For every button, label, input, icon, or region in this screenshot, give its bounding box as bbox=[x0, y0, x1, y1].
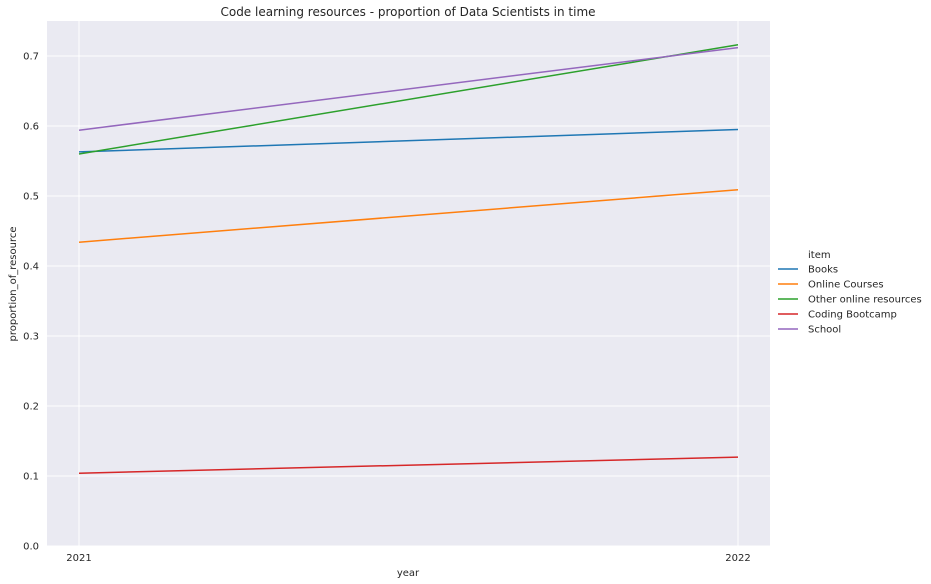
x-tick-label: 2021 bbox=[66, 553, 91, 564]
grid-lines bbox=[47, 21, 770, 547]
series-line-school bbox=[78, 46, 739, 131]
plot-background bbox=[47, 21, 770, 546]
legend-label: Coding Bootcamp bbox=[808, 310, 897, 321]
y-tick-labels: 0.0 0.1 0.2 0.3 0.4 0.5 0.6 0.7 bbox=[23, 52, 39, 553]
y-tick-label: 0.1 bbox=[23, 472, 39, 483]
x-tick-label: 2022 bbox=[725, 553, 750, 564]
x-axis-label: year bbox=[397, 568, 420, 579]
legend-title: item bbox=[808, 250, 831, 261]
legend-label: Online Courses bbox=[808, 280, 884, 291]
y-tick-label: 0.6 bbox=[23, 122, 39, 133]
series-line-other-online-resources bbox=[78, 44, 739, 155]
legend-label: Books bbox=[808, 265, 838, 276]
y-tick-label: 0.3 bbox=[23, 332, 39, 343]
series-lines bbox=[78, 44, 739, 474]
series-line-coding-bootcamp bbox=[78, 456, 739, 474]
legend-label: School bbox=[808, 325, 841, 336]
legend: item Books Online Courses Other online res… bbox=[778, 250, 922, 336]
chart-title: Code learning resources - proportion of … bbox=[220, 5, 595, 19]
y-tick-label: 0.5 bbox=[23, 192, 39, 203]
series-line-online-courses bbox=[78, 188, 739, 243]
y-tick-label: 0.0 bbox=[23, 542, 39, 553]
y-axis-label: proportion_of_resource bbox=[8, 227, 19, 342]
x-tick-labels: 2021 2022 bbox=[66, 553, 750, 564]
legend-label: Other online resources bbox=[808, 295, 922, 306]
y-tick-label: 0.7 bbox=[23, 52, 39, 63]
y-tick-label: 0.2 bbox=[23, 402, 39, 413]
y-tick-label: 0.4 bbox=[23, 262, 39, 273]
series-line-books bbox=[78, 128, 739, 153]
